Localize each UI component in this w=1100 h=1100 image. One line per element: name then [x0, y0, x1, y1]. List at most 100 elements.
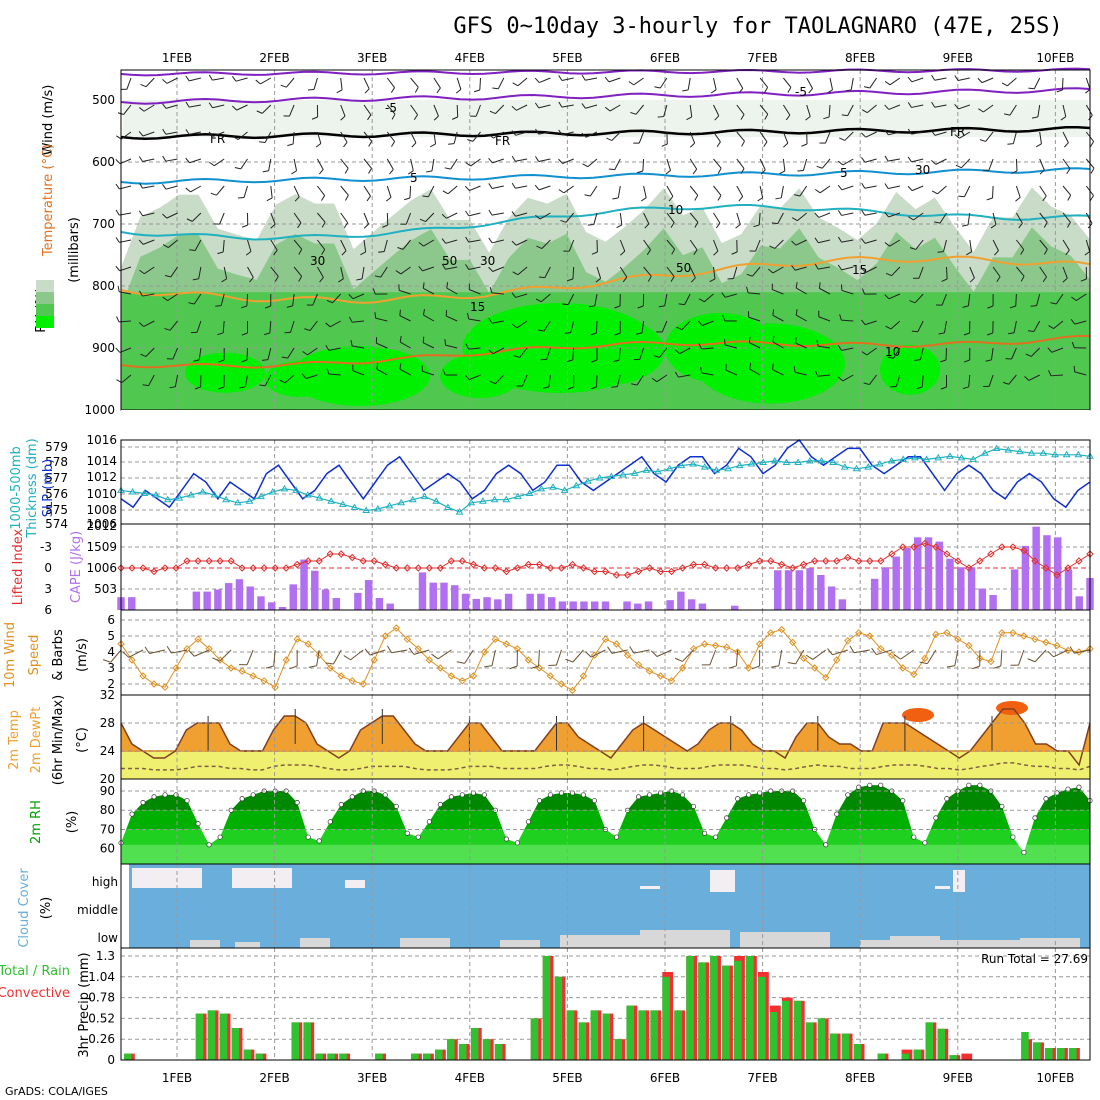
wind-barb: [1085, 239, 1091, 252]
lifted-index-marker: [844, 553, 852, 562]
wind-barb-feather: [582, 163, 589, 168]
wind-barb: [594, 293, 598, 306]
wind-barb-feather: [279, 379, 286, 384]
bottom-date-label: 4FEB: [455, 1071, 485, 1085]
lifted-index-marker: [304, 557, 312, 565]
wind-barb-feather: [534, 184, 540, 191]
wind-barb: [363, 212, 370, 225]
wind-barb-feather: [442, 369, 446, 376]
wind-barb-feather: [446, 282, 449, 289]
wind-barb-feather: [724, 338, 726, 346]
top-date-label: 7FEB: [747, 51, 777, 65]
top-date-label: 1FEB: [162, 51, 192, 65]
wind-barb-feather: [423, 309, 425, 316]
precip-total-bar: [482, 1039, 491, 1060]
wind-barb: [270, 212, 276, 225]
wind-barb: [759, 77, 769, 88]
wind-barb: [890, 320, 901, 330]
wind-barb: [402, 239, 411, 250]
wind-barb-feather: [861, 319, 866, 325]
wind-barb-feather: [584, 194, 591, 197]
lifted-index-marker: [205, 557, 213, 565]
wind-barb-feather: [863, 382, 870, 386]
thickness-marker: [642, 466, 651, 473]
thickness-marker: [957, 453, 966, 461]
lifted-index-marker: [601, 567, 610, 576]
wind-speed-marker: [172, 664, 180, 672]
wind-barb-feather: [302, 351, 308, 356]
wind-barb-feather: [907, 185, 913, 191]
wind-speed-marker: [744, 664, 753, 672]
wind-barb-feather: [907, 76, 913, 83]
wind-barb-feather: [1070, 318, 1076, 325]
rh2-marker: [316, 838, 322, 844]
wind-barb-feather: [467, 139, 474, 142]
wind-barb: [888, 185, 901, 189]
wind-barb: [544, 266, 551, 278]
thickness-marker: [782, 458, 791, 465]
precip-tick: 0.78: [88, 991, 115, 1005]
wind-10m-barb: [590, 649, 606, 658]
precip-total-bar: [458, 1044, 467, 1060]
wind-barb-feather: [640, 197, 647, 202]
wind-barb: [491, 320, 504, 324]
wind-barb: [935, 158, 947, 165]
lifted-index-marker: [249, 564, 257, 572]
lifted-index-marker: [535, 560, 544, 569]
lifted-index-marker: [1031, 557, 1039, 565]
wind-barb-feather: [861, 351, 868, 356]
wind-barb: [828, 104, 831, 118]
wind-barb-feather: [413, 114, 418, 121]
wind-barb-feather: [239, 386, 246, 389]
wind-barb-feather: [465, 264, 470, 270]
contour-label: -5: [795, 85, 807, 99]
wind-barb: [713, 77, 717, 90]
wind-10m-barb: [735, 649, 739, 666]
wind-barb-feather: [1008, 332, 1015, 335]
wind-barb-feather: [465, 162, 471, 167]
wind-barb-feather: [631, 383, 638, 386]
thickness-marker: [724, 464, 732, 472]
wind-barb-feather: [814, 237, 819, 244]
thickness-marker: [689, 460, 697, 467]
wind-barb: [468, 212, 481, 217]
wind-barb-feather: [218, 359, 225, 363]
rh2-marker: [724, 815, 730, 821]
cape-tick: 1509: [86, 540, 117, 554]
wind-barb-feather: [115, 183, 120, 190]
wind-barb: [410, 77, 419, 88]
wind-barb-feather: [348, 294, 354, 300]
wind-barb-feather: [630, 111, 637, 115]
wind-barb-feather: [208, 131, 214, 137]
thickness-marker: [444, 503, 452, 510]
wind-barb-feather: [391, 113, 396, 120]
precip-total-bar: [124, 1053, 132, 1060]
wind-10m-barb-feather: [1069, 646, 1075, 654]
lifted-index-marker: [855, 557, 863, 565]
rh2-marker: [944, 796, 950, 802]
wind-barb-feather: [488, 133, 494, 139]
wind-barb-feather: [1043, 249, 1048, 255]
wind-barb: [352, 370, 365, 376]
wind-barb-feather: [958, 195, 965, 198]
wind-10m-barb: [611, 649, 628, 654]
wind-barb-feather: [399, 309, 401, 316]
wind-barb: [684, 293, 691, 305]
cape-ylabel: CAPE (J/kg): [69, 531, 84, 603]
wind-barb: [1053, 320, 1064, 329]
wind-speed-marker: [502, 640, 511, 648]
wind-barb: [143, 320, 155, 327]
wind-10m-barb-feather: [188, 650, 195, 657]
wind-barb: [285, 77, 295, 88]
wind-barb: [889, 239, 901, 247]
wind-barb: [546, 347, 551, 360]
contour-label: FR: [950, 125, 965, 139]
wind-barb: [888, 104, 901, 110]
lifted-index-marker: [998, 543, 1006, 551]
thickness-marker: [1062, 450, 1071, 458]
thickness-marker: [152, 491, 160, 498]
wind-barb-feather: [665, 170, 671, 175]
wind-10m-barb: [391, 649, 408, 654]
lifted-index-marker: [392, 564, 400, 572]
wind-speed-marker: [128, 656, 136, 664]
